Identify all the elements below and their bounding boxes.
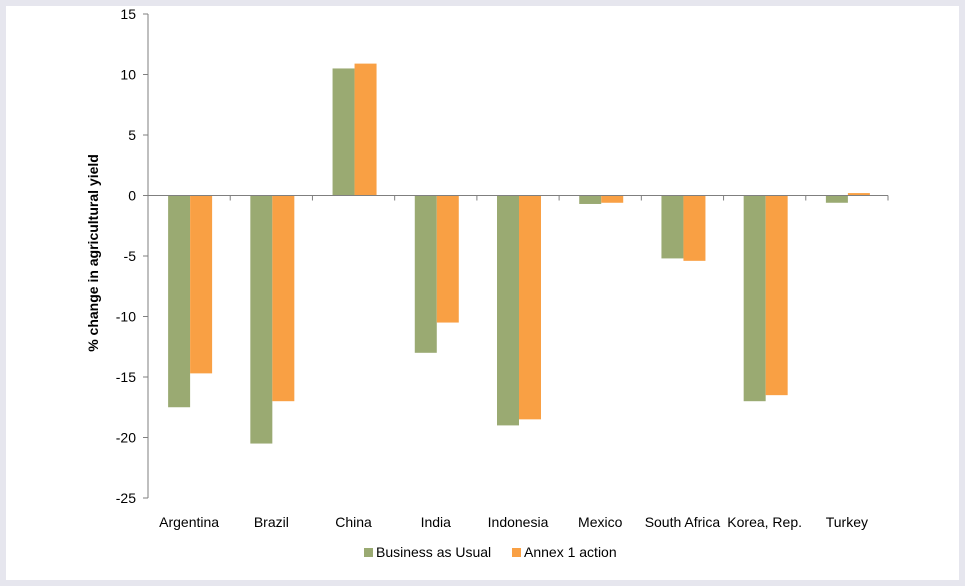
bar-business-as-usual-argentina [168, 195, 191, 408]
bar-annex-1-action-south-africa [683, 195, 706, 261]
bar-annex-1-action-turkey [847, 193, 870, 196]
x-tick-label: South Africa [645, 514, 721, 530]
y-tick-label: -20 [116, 430, 136, 446]
bar-business-as-usual-brazil [250, 195, 273, 444]
y-tick-label: 15 [120, 6, 136, 22]
bar-business-as-usual-india [414, 195, 437, 353]
legend-swatch [364, 548, 373, 557]
x-tick-label: China [335, 514, 372, 530]
bar-annex-1-action-china [354, 63, 377, 196]
chart-panel: % change in agricultural yield 15 10 5 0 -5 -… [6, 6, 959, 580]
bar-business-as-usual-turkey [825, 195, 848, 203]
bar-chart: % change in agricultural yield 15 10 5 0 -5 -… [85, 6, 889, 560]
y-tick-label: 0 [128, 188, 136, 204]
x-tick-label: Mexico [578, 514, 623, 530]
x-tick-label: Brazil [254, 514, 289, 530]
bar-annex-1-action-mexico [601, 195, 624, 203]
x-tick-label: Indonesia [488, 514, 549, 530]
legend-swatch [512, 548, 521, 557]
bar-business-as-usual-china [332, 68, 355, 196]
bar-annex-1-action-argentina [190, 195, 213, 374]
y-tick-label: 10 [120, 67, 136, 83]
bar-annex-1-action-brazil [272, 195, 295, 402]
y-tick-label: -10 [116, 309, 136, 325]
bar-annex-1-action-india [436, 195, 459, 323]
legend-label: Annex 1 action [524, 544, 617, 560]
legend-label: Business as Usual [376, 544, 491, 560]
bar-business-as-usual-south-africa [661, 195, 684, 259]
bar-business-as-usual-mexico [579, 195, 602, 204]
y-tick-label: -25 [116, 490, 136, 506]
x-tick-label: Argentina [159, 514, 219, 530]
y-axis-title: % change in agricultural yield [85, 154, 101, 352]
y-tick-label: 5 [128, 127, 136, 143]
y-tick-label: -15 [116, 369, 136, 385]
bar-business-as-usual-korea-rep- [743, 195, 766, 402]
bar-annex-1-action-indonesia [519, 195, 541, 420]
x-tick-label: Korea, Rep. [727, 514, 802, 530]
x-tick-label: India [421, 514, 452, 530]
y-tick-label: -5 [124, 248, 137, 264]
x-tick-label: Turkey [826, 514, 868, 530]
bar-annex-1-action-korea-rep- [765, 195, 788, 396]
legend: Business as Usual Annex 1 action [364, 544, 617, 560]
bar-business-as-usual-indonesia [497, 195, 519, 426]
